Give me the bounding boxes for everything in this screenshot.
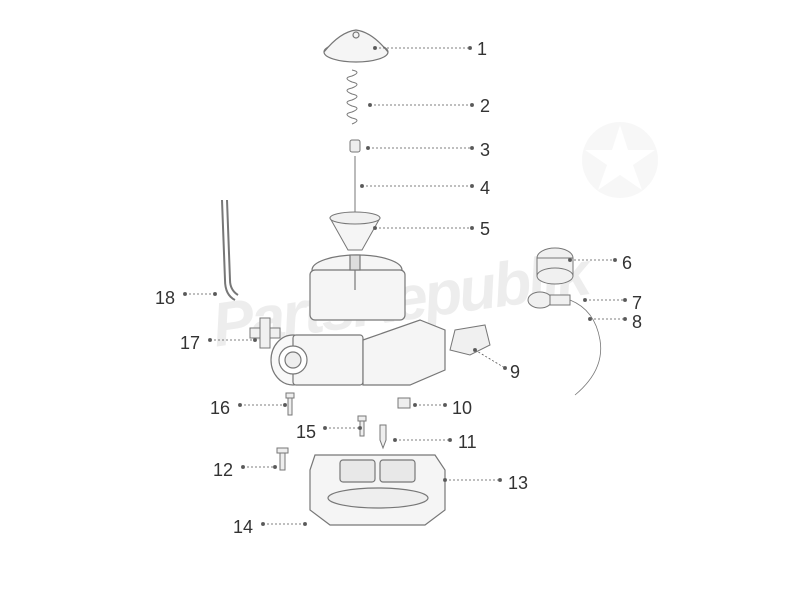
part-6 (537, 248, 573, 284)
part-16 (286, 393, 294, 415)
callout-2: 2 (480, 96, 490, 117)
part-sensor (528, 292, 601, 395)
callout-5: 5 (480, 219, 490, 240)
callout-17: 17 (180, 333, 200, 354)
float-bowl (310, 455, 445, 525)
callout-18: 18 (155, 288, 175, 309)
part-12 (277, 448, 288, 470)
part-hose (222, 200, 238, 300)
carburetor-body (271, 255, 445, 385)
part-3 (350, 140, 360, 152)
part-funnel (330, 212, 380, 250)
part-15 (358, 416, 366, 436)
callout-14: 14 (233, 517, 253, 538)
callout-10: 10 (452, 398, 472, 419)
callout-6: 6 (622, 253, 632, 274)
part-spring (347, 70, 357, 124)
callout-11: 11 (458, 432, 477, 453)
callout-4: 4 (480, 178, 490, 199)
callout-1: 1 (477, 39, 487, 60)
watermark-emblem (582, 122, 658, 198)
part-11 (380, 425, 386, 448)
callout-9: 9 (510, 362, 520, 383)
part-bracket (450, 325, 490, 355)
callout-15: 15 (296, 422, 316, 443)
part-tconnector (250, 318, 280, 348)
callout-13: 13 (508, 473, 528, 494)
callout-8: 8 (632, 312, 642, 333)
callout-12: 12 (213, 460, 233, 481)
part-10 (398, 398, 410, 408)
parts-diagram (0, 0, 800, 600)
part-cap (324, 30, 388, 62)
callout-16: 16 (210, 398, 230, 419)
callout-7: 7 (632, 293, 642, 314)
callout-3: 3 (480, 140, 490, 161)
